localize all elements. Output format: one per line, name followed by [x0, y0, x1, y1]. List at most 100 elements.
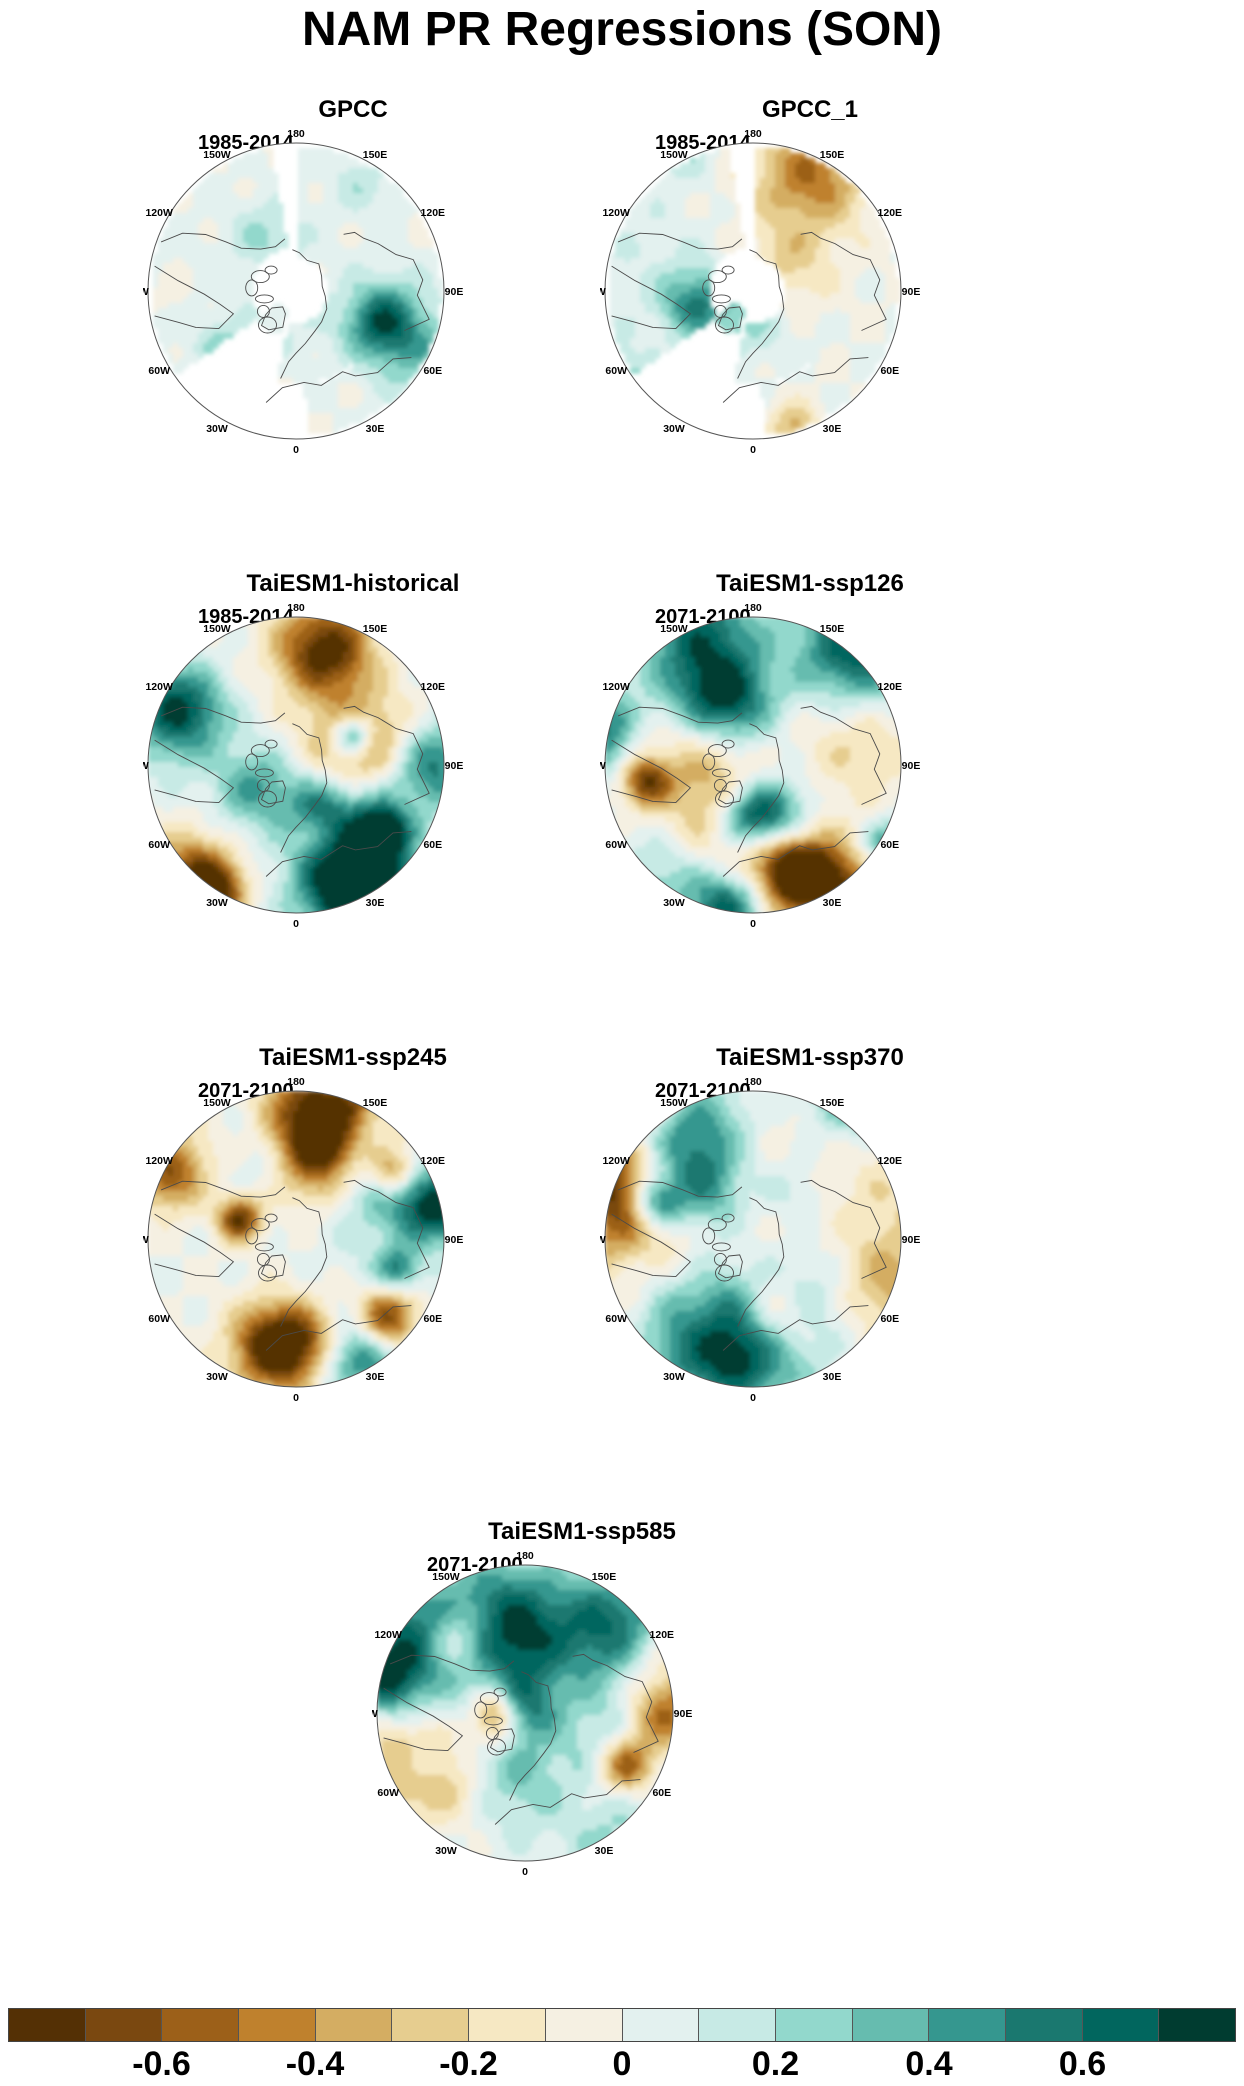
longitude-label: 180: [287, 602, 305, 614]
panel-title: TaiESM1-ssp585: [488, 1518, 676, 1545]
colorbar-bin: [929, 2009, 1006, 2041]
longitude-label: 150W: [660, 623, 688, 635]
regression-field: [605, 143, 901, 439]
longitude-label: 90W: [372, 1708, 378, 1720]
longitude-label: 150E: [363, 1097, 388, 1109]
map-panel-gpcc-1: GPCC_1 1985-2014 180 150E 120E 90E 60E 30E 0 30…: [600, 96, 1020, 556]
polar-map: 180 150E 120E 90E 60E 30E 0 30W 60W 90W 120W 150W: [372, 1550, 693, 1878]
colorbar: [8, 2008, 1236, 2042]
colorbar-tick-label: -0.2: [439, 2045, 498, 2083]
longitude-label: 120E: [421, 207, 446, 219]
longitude-label: 180: [287, 128, 305, 140]
polar-map: 180 150E 120E 90E 60E 30E 0 30W 60W 90W 120W 150W: [143, 602, 463, 930]
longitude-label: 120W: [602, 681, 630, 693]
regression-field: [148, 143, 444, 439]
map-boundary: [604, 1090, 902, 1388]
panel-title: TaiESM1-ssp126: [716, 570, 904, 597]
longitude-label: 150W: [203, 623, 231, 635]
longitude-label: 120E: [650, 1629, 675, 1641]
panel-title: TaiESM1-historical: [246, 570, 460, 597]
map-boundary: [147, 1090, 445, 1388]
longitude-label: 150E: [820, 1097, 845, 1109]
longitude-label: 60E: [880, 839, 899, 851]
polar-map: 180 150E 120E 90E 60E 30E 0 30W 60W 90W 120W 150W: [143, 128, 464, 456]
longitude-label: 30W: [206, 423, 228, 435]
longitude-label: 90W: [143, 1234, 149, 1246]
longitude-label: 30E: [366, 897, 385, 909]
longitude-label: 60E: [423, 1313, 442, 1325]
colorbar-bin: [622, 2009, 700, 2041]
colorbar-bin: [545, 2009, 623, 2041]
longitude-label: 180: [287, 1076, 305, 1088]
panel-title: GPCC_1: [761, 96, 859, 123]
longitude-label: 120E: [878, 1155, 903, 1167]
coastlines: [611, 1179, 887, 1351]
polar-map: 180 150E 120E 90E 60E 30E 0 30W 60W 90W 120W 150W: [600, 1076, 921, 1404]
longitude-label: 150E: [592, 1571, 617, 1583]
map-boundary: [604, 616, 902, 914]
longitude-label: 90W: [143, 760, 149, 772]
longitude-label: 120E: [421, 681, 446, 693]
longitude-label: 90W: [600, 1234, 606, 1246]
polar-map: 180 150E 120E 90E 60E 30E 0 30W 60W 90W 120W 150W: [600, 602, 921, 930]
longitude-label: 150W: [660, 1097, 688, 1109]
coastlines: [154, 705, 430, 877]
longitude-label: 150E: [363, 623, 388, 635]
longitude-label: 30E: [366, 423, 385, 435]
longitude-label: 150E: [820, 623, 845, 635]
longitude-label: 180: [744, 602, 762, 614]
longitude-label: 60W: [148, 839, 170, 851]
longitude-label: 90E: [445, 1234, 464, 1246]
colorbar-bin: [469, 2009, 546, 2041]
longitude-label: 90W: [600, 286, 606, 298]
longitude-label: 30W: [663, 1371, 685, 1383]
longitude-label: 60E: [880, 365, 899, 377]
longitude-label: 90W: [600, 760, 606, 772]
map-boundary: [604, 142, 902, 440]
longitude-label: 30W: [663, 423, 685, 435]
colorbar-labels: -0.6 -0.4 -0.2 0 0.2 0.4 0.6: [8, 2044, 1236, 2084]
colorbar-tick-label: 0.2: [751, 2045, 800, 2083]
colorbar-bin: [239, 2009, 316, 2041]
panel-title: TaiESM1-ssp245: [259, 1044, 447, 1071]
colorbar-bin: [9, 2009, 86, 2041]
longitude-label: 120W: [145, 681, 173, 693]
longitude-label: 150E: [363, 149, 388, 161]
colorbar-tick-label: -0.4: [285, 2045, 345, 2083]
longitude-label: 90E: [902, 760, 921, 772]
longitude-label: 120E: [878, 681, 903, 693]
longitude-label: 180: [516, 1550, 534, 1562]
colorbar-bin: [775, 2009, 853, 2041]
longitude-label: 90E: [674, 1708, 693, 1720]
colorbar-bin: [1005, 2009, 1083, 2041]
longitude-label: 0: [293, 1392, 299, 1404]
longitude-label: 60W: [605, 839, 627, 851]
colorbar-bin: [699, 2009, 776, 2041]
longitude-label: 30E: [595, 1845, 614, 1857]
longitude-label: 30E: [823, 897, 842, 909]
longitude-label: 90E: [445, 286, 464, 298]
polar-map: 180 150E 120E 90E 60E 30E 0 30W 60W 90W 120W 150W: [143, 1076, 464, 1404]
colorbar-bin: [392, 2009, 470, 2041]
longitude-label: 120E: [421, 1155, 446, 1167]
longitude-label: 60E: [423, 365, 442, 377]
longitude-label: 0: [293, 918, 299, 930]
longitude-label: 120W: [602, 1155, 630, 1167]
longitude-label: 150W: [660, 149, 688, 161]
map-panel-taiesm1-historical: TaiESM1-historical 1985-2014 180 150E 120E…: [143, 570, 563, 1030]
longitude-label: 60E: [652, 1787, 671, 1799]
coastlines: [611, 231, 887, 403]
map-panel-taiesm1-ssp126: TaiESM1-ssp126 2071-2100 180 150E 120E 90E 6…: [600, 570, 1020, 1030]
longitude-label: 30E: [823, 423, 842, 435]
colorbar-tick-label: 0: [612, 2045, 632, 2083]
regression-field: [605, 1091, 901, 1387]
colorbar-tick-label: 0.6: [1058, 2045, 1107, 2083]
longitude-label: 120W: [145, 207, 173, 219]
longitude-label: 0: [750, 918, 756, 930]
longitude-label: 90E: [902, 286, 921, 298]
longitude-label: 60W: [148, 365, 170, 377]
regression-field: [605, 617, 901, 913]
longitude-label: 180: [744, 128, 762, 140]
longitude-label: 90E: [902, 1234, 921, 1246]
map-boundary: [147, 616, 445, 914]
